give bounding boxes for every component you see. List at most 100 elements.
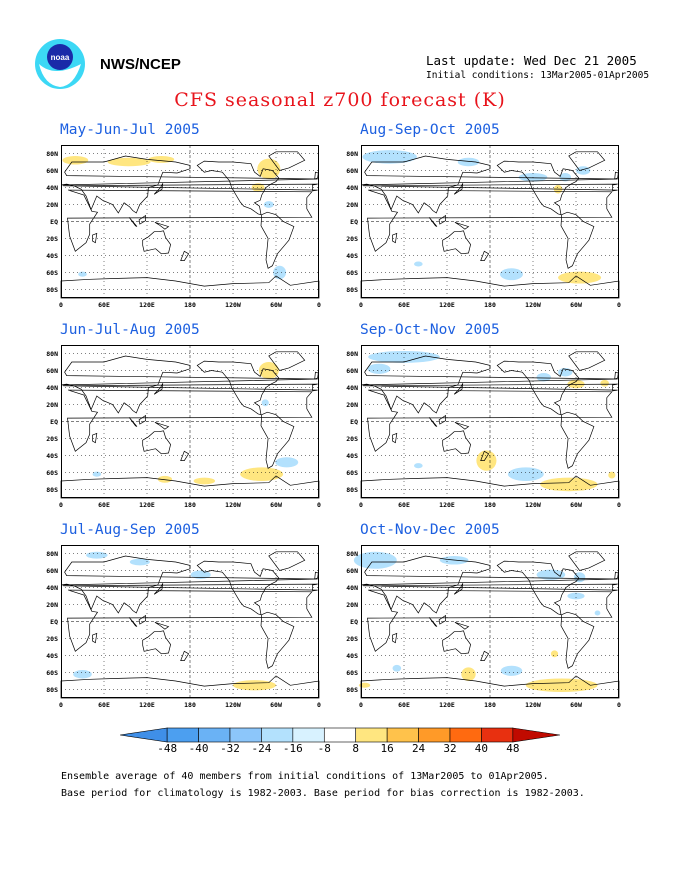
legend-label: 40 — [474, 742, 489, 755]
lon-tick-label: 0 — [317, 501, 321, 509]
warm-anomaly — [258, 362, 279, 379]
lat-tick-label: 60S — [46, 268, 58, 277]
coastline — [60, 355, 318, 414]
cold-anomaly — [567, 592, 585, 600]
lat-tick-label: 20N — [346, 400, 358, 409]
coastline — [363, 183, 618, 192]
coastline — [180, 250, 190, 261]
lat-tick-label: 80N — [46, 149, 58, 158]
coastline — [142, 430, 171, 455]
cold-anomaly — [500, 268, 523, 281]
warm-anomaly — [157, 475, 173, 483]
lon-tick-label: 120W — [525, 501, 541, 509]
coastline — [568, 351, 606, 371]
lat-tick-label: 60S — [346, 268, 358, 277]
lon-tick-label: 60E — [98, 501, 110, 509]
lat-tick-label: 40S — [346, 651, 358, 660]
cold-anomaly — [367, 363, 391, 374]
noaa-logo: noaa — [35, 39, 85, 89]
lat-tick-label: 20S — [346, 634, 358, 643]
map-panel-5 — [60, 545, 320, 699]
lat-tick-label: 80N — [46, 349, 58, 358]
coastline — [428, 217, 438, 227]
coastline — [560, 611, 595, 669]
coastline — [454, 221, 470, 230]
legend-label: 24 — [411, 742, 426, 755]
coastline — [480, 250, 490, 261]
warm-anomaly — [107, 157, 151, 167]
coastline — [260, 211, 295, 269]
coastline — [268, 351, 306, 371]
legend-label: -24 — [251, 742, 272, 755]
coastline — [153, 183, 164, 195]
page-title: CFS seasonal z700 forecast (K) — [174, 89, 506, 111]
lon-tick-label: 120W — [225, 701, 241, 709]
lat-tick-label: 60S — [46, 668, 58, 677]
lon-tick-label: 180 — [484, 701, 496, 709]
lat-tick-label: 20N — [346, 200, 358, 209]
warm-anomaly — [193, 477, 216, 485]
coastline — [128, 417, 138, 427]
cold-anomaly — [414, 261, 423, 267]
lat-tick-label: 80N — [346, 549, 358, 558]
lat-tick-label: 20N — [46, 200, 58, 209]
lon-tick-label: 60W — [570, 701, 582, 709]
coastline — [428, 417, 438, 427]
coastline — [496, 160, 580, 216]
lat-tick-label: 60N — [346, 366, 358, 375]
lat-tick-label: EQ — [50, 217, 58, 226]
lat-tick-label: 60N — [46, 566, 58, 575]
lat-tick-label: 80S — [46, 285, 58, 294]
lon-tick-label: 0 — [617, 501, 621, 509]
map-svg — [353, 545, 620, 699]
cold-anomaly — [261, 399, 269, 407]
cold-anomaly — [507, 467, 544, 481]
panel-title-1: May-Jun-Jul 2005 — [60, 122, 200, 138]
coastline — [196, 560, 280, 616]
coastline — [367, 389, 613, 452]
lon-tick-label: 180 — [184, 501, 196, 509]
cold-anomaly — [86, 551, 108, 559]
lon-tick-label: 0 — [359, 301, 363, 309]
legend-label: 48 — [506, 742, 520, 755]
lat-tick-label: 80N — [346, 149, 358, 158]
coastline — [138, 414, 146, 425]
cold-anomaly — [368, 350, 440, 363]
warm-anomaly — [358, 682, 371, 688]
cold-anomaly — [457, 157, 480, 167]
lat-tick-label: 20S — [346, 234, 358, 243]
coastline — [260, 611, 295, 669]
initial-conditions: Initial conditions: 13Mar2005-01Apr2005 — [426, 70, 650, 81]
legend-swatch — [449, 727, 482, 743]
lat-tick-label: 20N — [346, 600, 358, 609]
coastline — [360, 355, 618, 414]
map-panel-4 — [360, 345, 620, 499]
lon-tick-label: 60E — [398, 701, 410, 709]
lat-tick-label: 40S — [346, 451, 358, 460]
lon-tick-label: 60E — [98, 301, 110, 309]
coastline — [453, 583, 464, 595]
coastline — [60, 155, 318, 214]
coastline — [67, 389, 313, 452]
map-panel-6 — [353, 545, 620, 699]
lon-tick-label: 0 — [317, 701, 321, 709]
coastline — [138, 614, 146, 625]
lat-tick-label: 40N — [346, 183, 358, 192]
coastline — [496, 560, 580, 616]
lon-tick-label: 0 — [359, 701, 363, 709]
lat-tick-label: 40N — [46, 583, 58, 592]
coastline — [63, 383, 318, 392]
coastline — [453, 383, 464, 395]
coastline — [428, 617, 438, 627]
panel-title-2: Aug-Sep-Oct 2005 — [360, 122, 500, 138]
org-name: NWS/NCEP — [100, 56, 181, 73]
lon-tick-label: 180 — [484, 301, 496, 309]
warm-anomaly — [476, 450, 497, 471]
lat-tick-label: 80S — [46, 485, 58, 494]
map-panel-1 — [60, 145, 320, 299]
coastline — [560, 211, 595, 269]
warm-anomaly — [550, 650, 559, 658]
map-svg — [360, 145, 620, 299]
map-panel-2 — [360, 145, 620, 299]
lon-tick-label: 60W — [270, 301, 282, 309]
